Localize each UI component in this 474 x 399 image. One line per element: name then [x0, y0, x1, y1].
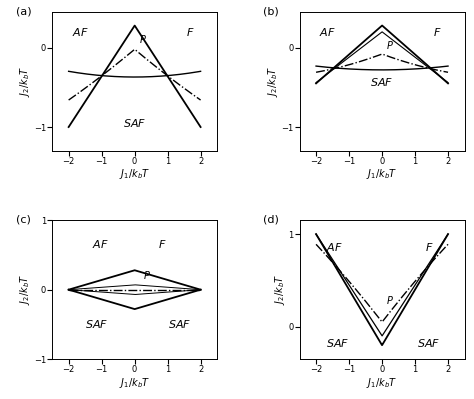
X-axis label: $J_1/k_bT$: $J_1/k_bT$	[366, 168, 398, 182]
Text: $AF$: $AF$	[319, 26, 336, 38]
X-axis label: $J_1/k_bT$: $J_1/k_bT$	[366, 376, 398, 390]
Y-axis label: $J_2/k_bT$: $J_2/k_bT$	[18, 274, 32, 305]
Text: $P$: $P$	[386, 39, 394, 51]
Y-axis label: $J_2/k_bT$: $J_2/k_bT$	[266, 66, 280, 97]
Text: $SAF$: $SAF$	[417, 337, 440, 349]
Text: $F$: $F$	[425, 241, 433, 253]
Text: $F$: $F$	[186, 26, 194, 38]
Text: $AF$: $AF$	[92, 238, 109, 250]
Text: $F$: $F$	[433, 26, 442, 38]
Text: (b): (b)	[263, 6, 279, 16]
Text: $SAF$: $SAF$	[326, 337, 349, 349]
Text: $P$: $P$	[386, 294, 394, 306]
Text: (a): (a)	[16, 6, 31, 16]
Text: $SAF$: $SAF$	[123, 117, 146, 129]
Text: $AF$: $AF$	[72, 26, 89, 38]
Text: (d): (d)	[263, 215, 279, 225]
Text: $AF$: $AF$	[326, 241, 343, 253]
Text: $P$: $P$	[143, 269, 151, 281]
Text: (c): (c)	[16, 215, 31, 225]
X-axis label: $J_1/k_bT$: $J_1/k_bT$	[119, 168, 150, 182]
X-axis label: $J_1/k_bT$: $J_1/k_bT$	[119, 376, 150, 390]
Y-axis label: $J_2/k_bT$: $J_2/k_bT$	[273, 274, 287, 305]
Text: $P$: $P$	[138, 33, 146, 45]
Text: $SAF$: $SAF$	[168, 318, 191, 330]
Text: $F$: $F$	[158, 238, 166, 250]
Y-axis label: $J_2/k_bT$: $J_2/k_bT$	[18, 66, 32, 97]
Text: $SAF$: $SAF$	[85, 318, 109, 330]
Text: $SAF$: $SAF$	[371, 76, 393, 88]
